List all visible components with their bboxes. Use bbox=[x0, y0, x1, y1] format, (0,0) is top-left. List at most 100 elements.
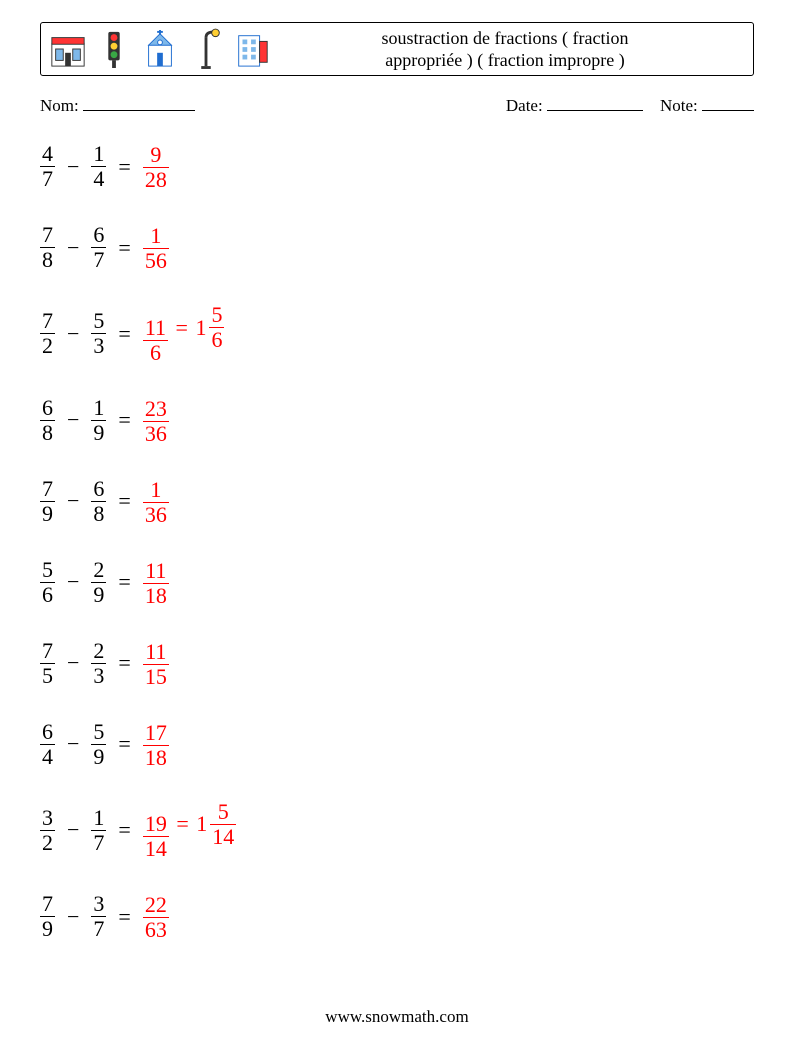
fraction: 514 bbox=[210, 801, 236, 848]
numerator: 2 bbox=[91, 559, 106, 581]
storefront-icon bbox=[49, 28, 87, 70]
denominator: 36 bbox=[143, 423, 169, 445]
equals-sign: = bbox=[116, 731, 132, 757]
numerator: 19 bbox=[143, 813, 169, 835]
fraction: 1115 bbox=[143, 641, 169, 688]
equals-sign: = bbox=[116, 235, 132, 261]
fraction: 14 bbox=[91, 143, 106, 190]
problem-row: 56−29=1118 bbox=[40, 558, 754, 607]
fraction: 116 bbox=[143, 317, 168, 364]
fraction: 75 bbox=[40, 640, 55, 687]
title-line1: soustraction de fractions ( fraction bbox=[382, 28, 629, 48]
fraction: 136 bbox=[143, 479, 169, 526]
denominator: 7 bbox=[91, 249, 106, 271]
numerator: 22 bbox=[143, 894, 169, 916]
denominator: 14 bbox=[143, 838, 169, 860]
equals-sign: = bbox=[168, 315, 195, 340]
denominator: 7 bbox=[91, 918, 106, 940]
equals-sign: = bbox=[116, 817, 132, 843]
equals-sign: = bbox=[116, 904, 132, 930]
equals-sign: = bbox=[169, 811, 196, 836]
numerator: 7 bbox=[40, 640, 55, 662]
denominator: 63 bbox=[143, 919, 169, 941]
problem-row: 7 9−6 8 = 136 bbox=[40, 477, 754, 526]
numerator: 7 bbox=[40, 478, 55, 500]
numerator: 1 bbox=[148, 225, 163, 247]
denominator: 18 bbox=[143, 747, 169, 769]
numerator: 23 bbox=[143, 398, 169, 420]
numerator: 2 bbox=[91, 640, 106, 662]
fraction: 59 bbox=[91, 721, 106, 768]
fraction: 47 bbox=[40, 143, 55, 190]
denominator: 28 bbox=[143, 169, 169, 191]
fraction: 1118 bbox=[143, 560, 169, 607]
answer: 1115 bbox=[143, 639, 169, 688]
denominator: 2 bbox=[40, 335, 55, 357]
equals-sign: = bbox=[116, 407, 132, 433]
numerator: 6 bbox=[40, 397, 55, 419]
minus-sign: − bbox=[65, 650, 81, 676]
denominator: 8 bbox=[91, 503, 106, 525]
denominator: 4 bbox=[91, 168, 106, 190]
building-icon bbox=[233, 28, 271, 70]
answer: 928 bbox=[143, 142, 169, 191]
fraction: 928 bbox=[143, 144, 169, 191]
answer: 156 bbox=[143, 223, 169, 272]
equals-sign: = bbox=[116, 488, 132, 514]
fraction: 56 bbox=[40, 559, 55, 606]
denominator: 5 bbox=[40, 665, 55, 687]
name-blank[interactable] bbox=[83, 94, 195, 111]
meta-row: Nom: Date: Note: bbox=[40, 94, 754, 116]
answer: 2263 bbox=[143, 892, 169, 941]
minus-sign: − bbox=[65, 731, 81, 757]
problem-row: 72−53=116 = 156 bbox=[40, 304, 754, 364]
minus-sign: − bbox=[65, 154, 81, 180]
whole-part: 1 bbox=[195, 315, 207, 341]
numerator: 17 bbox=[143, 722, 169, 744]
minus-sign: − bbox=[65, 904, 81, 930]
numerator: 5 bbox=[209, 304, 224, 326]
denominator: 6 bbox=[148, 342, 163, 364]
minus-sign: − bbox=[65, 407, 81, 433]
numerator: 5 bbox=[91, 310, 106, 332]
whole-part: 1 bbox=[196, 811, 208, 837]
minus-sign: − bbox=[65, 488, 81, 514]
answer: 1118 bbox=[143, 558, 169, 607]
numerator: 1 bbox=[91, 807, 106, 829]
minus-sign: − bbox=[65, 817, 81, 843]
answer: 116 = 156 bbox=[143, 304, 225, 364]
traffic-light-icon bbox=[95, 28, 133, 70]
denominator: 6 bbox=[209, 329, 224, 351]
equals-sign: = bbox=[116, 321, 132, 347]
date-blank[interactable] bbox=[547, 94, 643, 111]
answer: 136 bbox=[143, 477, 169, 526]
fraction: 37 bbox=[91, 893, 106, 940]
numerator: 6 bbox=[40, 721, 55, 743]
problem-row: 32−17=1914 = 1514 bbox=[40, 801, 754, 861]
denominator: 9 bbox=[40, 503, 55, 525]
minus-sign: − bbox=[65, 569, 81, 595]
fraction: 156 bbox=[143, 225, 169, 272]
header-box: soustraction de fractions ( fraction app… bbox=[40, 22, 754, 76]
footer-url: www.snowmath.com bbox=[0, 1007, 794, 1027]
denominator: 3 bbox=[91, 665, 106, 687]
numerator: 6 bbox=[91, 478, 106, 500]
denominator: 8 bbox=[40, 422, 55, 444]
denominator: 14 bbox=[210, 826, 236, 848]
denominator: 4 bbox=[40, 746, 55, 768]
denominator: 8 bbox=[40, 249, 55, 271]
note-blank[interactable] bbox=[702, 94, 754, 111]
numerator: 3 bbox=[40, 807, 55, 829]
answer: 1718 bbox=[143, 720, 169, 769]
fraction: 68 bbox=[40, 397, 55, 444]
fraction: 72 bbox=[40, 310, 55, 357]
numerator: 6 bbox=[91, 224, 106, 246]
fraction: 56 bbox=[209, 304, 224, 351]
problem-row: 64−59=1718 bbox=[40, 720, 754, 769]
equals-sign: = bbox=[116, 154, 132, 180]
fraction: 29 bbox=[91, 559, 106, 606]
denominator: 2 bbox=[40, 832, 55, 854]
problem-row: 68−19=2336 bbox=[40, 396, 754, 445]
fraction: 79 bbox=[40, 893, 55, 940]
numerator: 5 bbox=[40, 559, 55, 581]
